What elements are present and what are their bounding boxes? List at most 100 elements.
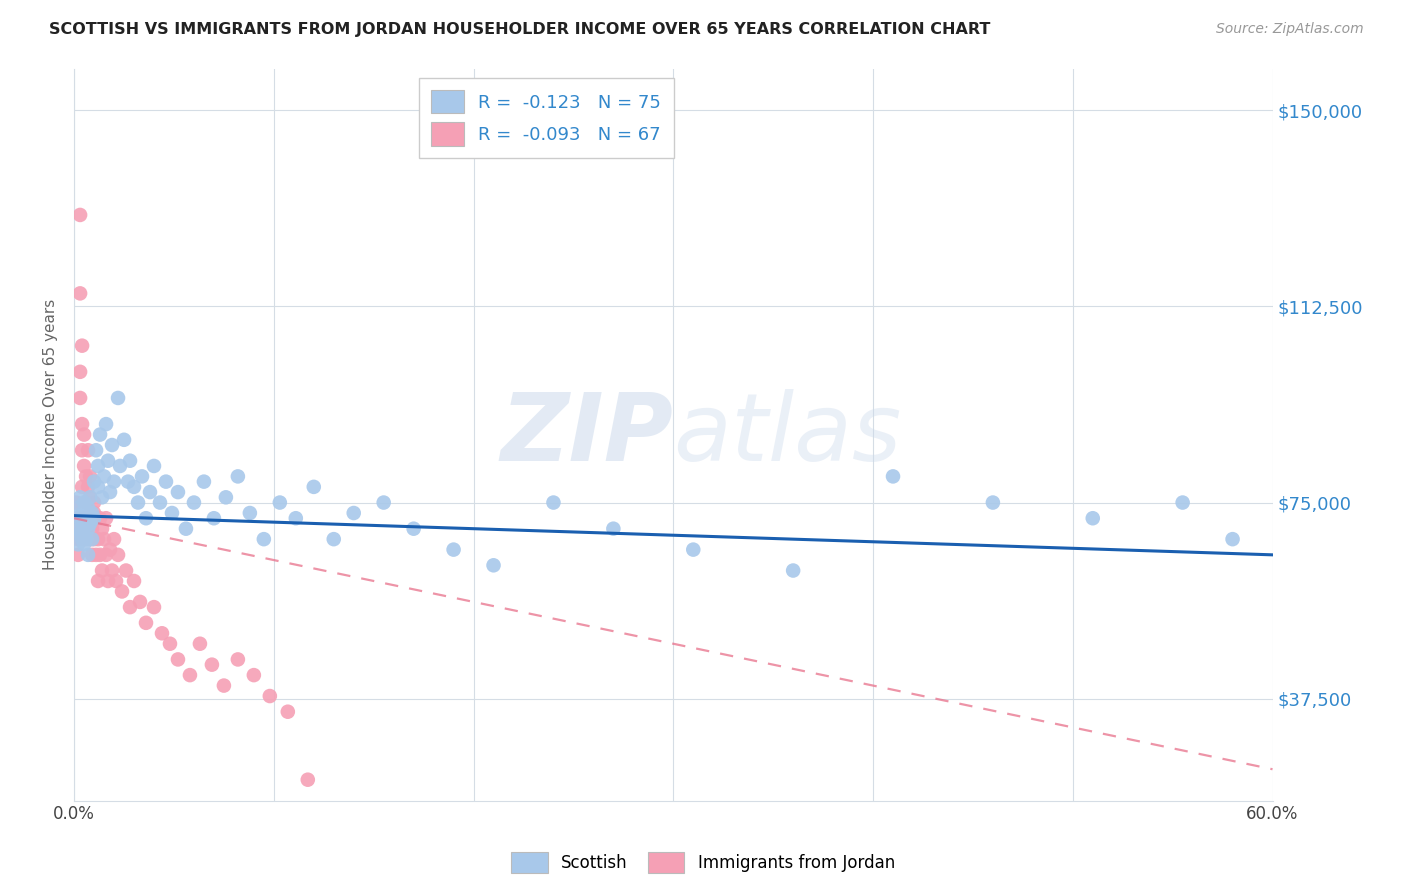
Point [277, 705, 299, 719]
Point [70, 532, 93, 546]
Point [103, 532, 125, 546]
Point [93, 469, 115, 483]
Point [179, 668, 201, 682]
Point [402, 522, 425, 536]
Point [73, 532, 96, 546]
Point [159, 637, 181, 651]
Point [94, 511, 117, 525]
Point [105, 574, 128, 588]
Legend: Scottish, Immigrants from Jordan: Scottish, Immigrants from Jordan [505, 846, 901, 880]
Point [143, 600, 166, 615]
Point [322, 532, 344, 546]
Point [89, 427, 111, 442]
Point [69, 527, 91, 541]
Point [155, 475, 177, 489]
Point [69, 511, 91, 525]
Legend: R =  -0.123   N = 75, R =  -0.093   N = 67: R = -0.123 N = 75, R = -0.093 N = 67 [419, 78, 673, 158]
Point [87, 458, 110, 473]
Point [149, 495, 172, 509]
Point [67, 548, 90, 562]
Point [79, 491, 101, 505]
Point [101, 564, 124, 578]
Point [79, 532, 101, 546]
Point [67, 511, 90, 525]
Point [373, 495, 395, 509]
Point [75, 469, 97, 483]
Point [343, 506, 366, 520]
Point [67, 532, 90, 546]
Point [75, 532, 97, 546]
Point [97, 574, 120, 588]
Point [91, 564, 114, 578]
Point [97, 453, 120, 467]
Point [117, 475, 139, 489]
Point [70, 506, 93, 520]
Point [1081, 511, 1104, 525]
Point [69, 286, 91, 301]
Point [91, 522, 114, 536]
Point [70, 480, 93, 494]
Point [602, 522, 624, 536]
Point [1171, 495, 1194, 509]
Point [682, 542, 704, 557]
Point [167, 652, 190, 666]
Point [79, 469, 101, 483]
Point [882, 469, 904, 483]
Point [188, 637, 211, 651]
Point [139, 485, 162, 500]
Point [284, 511, 307, 525]
Point [101, 438, 124, 452]
Point [77, 443, 100, 458]
Point [84, 548, 107, 562]
Point [79, 516, 101, 531]
Point [77, 522, 100, 536]
Point [183, 495, 205, 509]
Point [83, 506, 105, 520]
Point [69, 208, 91, 222]
Point [302, 480, 325, 494]
Point [83, 475, 105, 489]
Point [69, 365, 91, 379]
Point [67, 500, 90, 515]
Point [482, 558, 505, 573]
Point [122, 480, 145, 494]
Point [122, 574, 145, 588]
Point [239, 506, 262, 520]
Text: Source: ZipAtlas.com: Source: ZipAtlas.com [1216, 22, 1364, 37]
Point [201, 657, 224, 672]
Point [70, 443, 93, 458]
Point [69, 391, 91, 405]
Point [80, 548, 103, 562]
Point [107, 548, 129, 562]
Point [77, 548, 100, 562]
Point [981, 495, 1004, 509]
Point [65, 522, 87, 536]
Point [70, 516, 93, 531]
Point [84, 443, 107, 458]
Point [73, 427, 96, 442]
Point [1222, 532, 1244, 546]
Point [297, 772, 319, 787]
Point [83, 532, 105, 546]
Point [77, 480, 100, 494]
Point [135, 615, 157, 630]
Point [118, 600, 141, 615]
Point [83, 495, 105, 509]
Point [73, 537, 96, 551]
Point [87, 480, 110, 494]
Point [112, 433, 135, 447]
Point [259, 689, 281, 703]
Point [70, 339, 93, 353]
Point [75, 511, 97, 525]
Point [87, 574, 110, 588]
Point [65, 495, 87, 509]
Point [782, 564, 804, 578]
Point [77, 511, 100, 525]
Point [73, 495, 96, 509]
Point [73, 458, 96, 473]
Point [269, 495, 291, 509]
Point [212, 679, 235, 693]
Point [65, 522, 87, 536]
Point [129, 595, 152, 609]
Point [70, 417, 93, 431]
